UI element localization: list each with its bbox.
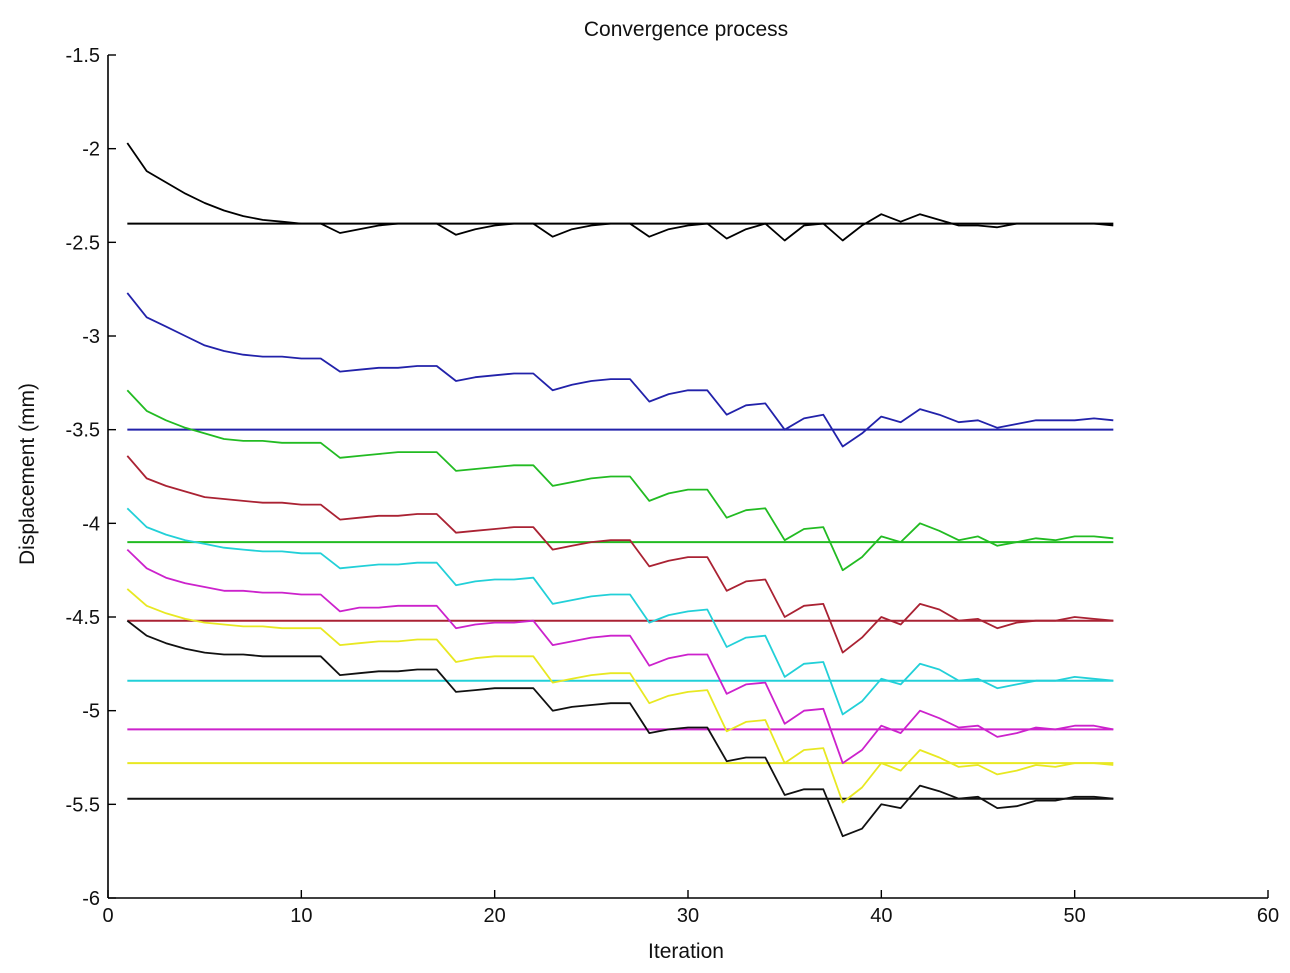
series-line	[126, 389, 1114, 572]
y-tick-label: -4.5	[66, 607, 100, 629]
y-tick-label: -3	[82, 326, 100, 348]
series-line	[126, 548, 1114, 764]
y-tick-label: -2.5	[66, 232, 100, 254]
y-tick-label: -1.5	[66, 45, 100, 67]
series-line	[126, 588, 1114, 804]
axes	[107, 55, 1268, 899]
series-line	[126, 142, 1114, 242]
chart-title: Convergence process	[584, 18, 788, 41]
y-tick-label: -5	[82, 701, 100, 723]
y-tick-label: -5.5	[66, 794, 100, 816]
x-tick-label: 10	[290, 905, 312, 927]
y-tick-label: -6	[82, 888, 100, 910]
series-lines	[126, 142, 1114, 838]
x-tick-label: 20	[484, 905, 506, 927]
y-tick-label: -3.5	[66, 420, 100, 442]
x-tick-label: 0	[102, 905, 113, 927]
reference-lines	[127, 222, 1114, 800]
series-line	[126, 455, 1114, 654]
x-tick-label: 60	[1257, 905, 1279, 927]
x-tick-label: 40	[870, 905, 892, 927]
y-axis-title: Displacement (mm)	[16, 383, 39, 565]
y-tick-label: -4	[82, 513, 100, 535]
y-tick-label: -2	[82, 139, 100, 161]
x-tick-label: 50	[1064, 905, 1086, 927]
series-line	[126, 292, 1114, 448]
x-tick-label: 30	[677, 905, 699, 927]
series-line	[126, 619, 1114, 838]
series-line	[126, 507, 1114, 716]
x-axis-title: Iteration	[648, 940, 724, 963]
ticks: 0 10 20 30 40 50 60 -1.5 -2 -2.5 -3 -3.5 -4 -4.5 -5 -5.…	[66, 45, 1280, 927]
